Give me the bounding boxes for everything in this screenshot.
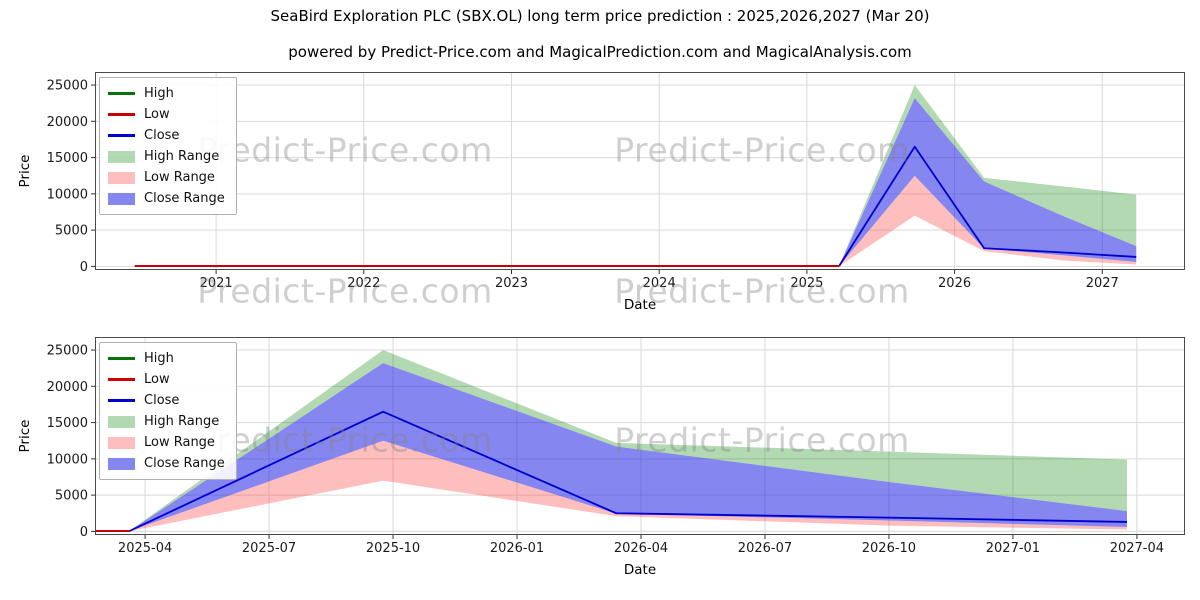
x-tick-label: 2025-10 (366, 541, 420, 556)
x-tick-label: 2025-07 (242, 541, 296, 556)
chart-title: SeaBird Exploration PLC (SBX.OL) long te… (270, 7, 930, 25)
y-tick-label: 15000 (47, 151, 88, 166)
price-chart-prediction-zoom: 2025-04 2025-07 2025-10 2026-01 2026-04 2026-… (47, 337, 1185, 556)
legend-swatch (108, 399, 135, 402)
x-tick-label: 2024 (643, 276, 676, 291)
y-tick-label: 25000 (47, 79, 88, 94)
legend-item-close: Close (108, 125, 225, 146)
x-tick-label: 2025-04 (118, 541, 172, 556)
legend-label: High Range (144, 149, 220, 164)
legend-item-high: High (108, 83, 225, 104)
legend-swatch (108, 113, 135, 116)
legend-swatch (108, 150, 135, 163)
x-tick-label: 2026-07 (738, 541, 792, 556)
chart-subtitle: powered by Predict-Price.com and Magical… (288, 43, 912, 61)
price-chart-full-history: 2021 2022 2023 2024 2025 2026 2027 0 5000 10000 15… (47, 72, 1185, 291)
legend-swatch (108, 378, 135, 381)
legend-label: High Range (144, 414, 220, 429)
legend-swatch (108, 436, 135, 449)
legend-item-low: Low (108, 104, 225, 125)
line-close-prediction (129, 410, 1127, 532)
band-low-range (839, 175, 1137, 267)
plot-border (95, 72, 1185, 270)
y-tick-label: 5000 (55, 489, 88, 504)
legend-item-high-range: High Range (108, 146, 225, 167)
x-tick-label: 2025 (790, 276, 823, 291)
legend-swatch (108, 134, 135, 137)
legend-swatch (108, 92, 135, 95)
y-tick-label: 15000 (47, 416, 88, 431)
legend-item-low: Low (108, 369, 225, 390)
x-tick-label: 2021 (200, 276, 233, 291)
x-tick-label: 2027 (1086, 276, 1119, 291)
legend-label: High (144, 86, 174, 101)
x-tick-label: 2022 (347, 276, 380, 291)
y-tick-label: 20000 (47, 115, 88, 130)
legend-top: High Low Close High Range Low Range Close Ran… (99, 77, 237, 215)
band-close-range (839, 98, 1137, 266)
band-close-range (130, 363, 1127, 531)
y-tick-label: 5000 (55, 224, 88, 239)
legend-item-close-range: Close Range (108, 453, 225, 474)
legend-item-close-range: Close Range (108, 188, 225, 209)
legend-label: Low Range (144, 435, 215, 450)
legend-label: Close (144, 128, 180, 143)
legend-label: Close (144, 393, 180, 408)
bottom-y-axis-label: Price (17, 419, 33, 453)
legend-label: Low (144, 372, 170, 387)
legend-item-high-range: High Range (108, 411, 225, 432)
y-tick-label: 10000 (47, 187, 88, 202)
x-tick-label: 2026 (938, 276, 971, 291)
legend-swatch (108, 192, 135, 205)
top-y-axis-label: Price (17, 154, 33, 188)
legend-item-high: High (108, 348, 225, 369)
legend-swatch (108, 357, 135, 360)
watermark-text: Predict-Price.com (197, 271, 493, 311)
legend-swatch (108, 171, 135, 184)
legend-label: Close Range (144, 456, 225, 471)
x-tick-label: 2027-04 (1110, 541, 1164, 556)
legend-label: High (144, 351, 174, 366)
x-tick-label: 2026-10 (862, 541, 916, 556)
y-tick-label: 10000 (47, 452, 88, 467)
x-tick-label: 2027-01 (986, 541, 1040, 556)
band-low-range (130, 440, 1127, 532)
top-x-axis-label: Date (623, 297, 657, 313)
plot-border (95, 337, 1185, 535)
legend-swatch (108, 415, 135, 428)
line-close-prediction (838, 145, 1137, 267)
bottom-x-axis-label: Date (623, 562, 657, 578)
legend-item-close: Close (108, 390, 225, 411)
y-tick-label: 0 (80, 525, 88, 540)
legend-bottom: High Low Close High Range Low Range Close Ran… (99, 342, 237, 480)
legend-item-low-range: Low Range (108, 432, 225, 453)
legend-swatch (108, 457, 135, 470)
legend-label: Close Range (144, 191, 225, 206)
legend-item-low-range: Low Range (108, 167, 225, 188)
legend-label: Low Range (144, 170, 215, 185)
x-tick-label: 2026-04 (614, 541, 668, 556)
y-tick-label: 20000 (47, 380, 88, 395)
x-tick-label: 2026-01 (490, 541, 544, 556)
y-tick-label: 0 (80, 260, 88, 275)
y-tick-label: 25000 (47, 344, 88, 359)
legend-label: Low (144, 107, 170, 122)
x-tick-label: 2023 (495, 276, 528, 291)
